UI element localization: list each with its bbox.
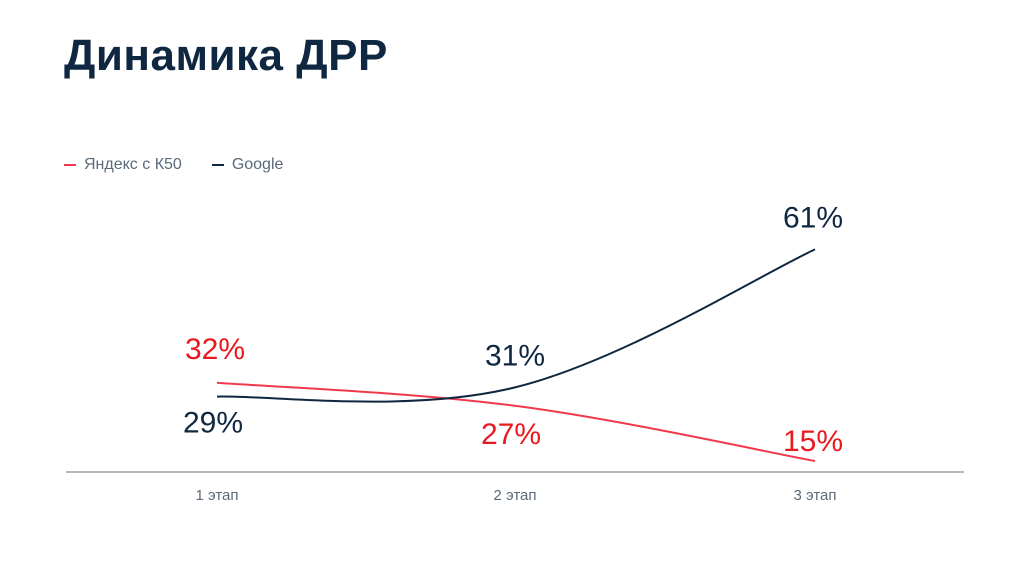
- x-axis-ticks: 1 этап 2 этап 3 этап: [195, 487, 836, 504]
- data-label-yandex: 32%: [185, 333, 245, 366]
- data-label-google: 29%: [183, 407, 243, 440]
- page-title: Динамика ДРР: [64, 31, 388, 80]
- data-labels: 32% 27% 15% 29% 31% 61%: [183, 201, 843, 458]
- data-label-yandex: 15%: [783, 425, 843, 458]
- data-label-yandex: 27%: [481, 418, 541, 451]
- data-label-google: 31%: [485, 339, 545, 372]
- x-tick-label: 1 этап: [195, 487, 238, 504]
- legend-item-yandex: Яндекс с К50: [64, 156, 182, 174]
- legend-item-google: Google: [211, 156, 284, 174]
- data-label-google: 61%: [783, 201, 843, 234]
- chart-legend: Яндекс с К50 Google: [64, 156, 313, 174]
- series-lines: [216, 248, 816, 462]
- legend-label-google: Google: [231, 156, 284, 173]
- legend-label-yandex: Яндекс с К50: [84, 156, 182, 173]
- series-line-google: [216, 248, 816, 403]
- legend-swatch-yandex: [64, 164, 76, 166]
- x-tick-label: 3 этап: [793, 487, 836, 504]
- series-line-yandex: [216, 381, 816, 462]
- legend-swatch-google: [211, 164, 224, 166]
- x-tick-label: 2 этап: [493, 487, 536, 504]
